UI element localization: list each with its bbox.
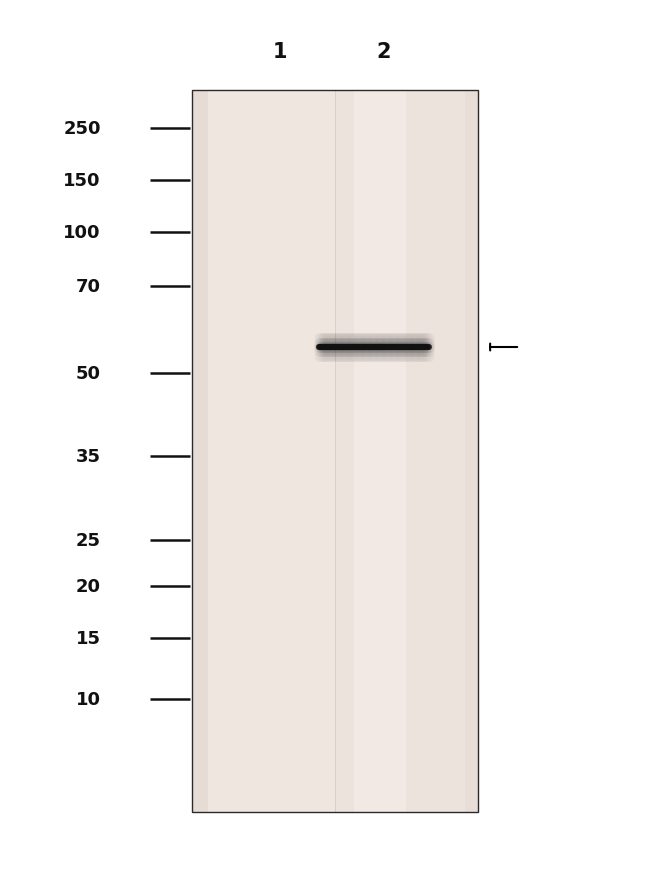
Text: 2: 2 [376,43,391,62]
Text: 10: 10 [76,691,101,708]
Text: 25: 25 [76,532,101,549]
Bar [465,91,478,813]
Text: 20: 20 [76,578,101,595]
Bar [192,91,478,813]
Bar [335,91,478,813]
Text: 35: 35 [76,448,101,465]
Text: 50: 50 [76,365,101,382]
Bar [192,91,335,813]
Text: 100: 100 [63,224,101,242]
Text: 150: 150 [63,172,101,189]
Bar [192,91,208,813]
Text: 15: 15 [76,630,101,647]
Text: 250: 250 [63,120,101,137]
Bar [354,91,406,813]
Bar [192,91,478,813]
Text: 1: 1 [272,43,287,62]
Text: 70: 70 [76,278,101,295]
